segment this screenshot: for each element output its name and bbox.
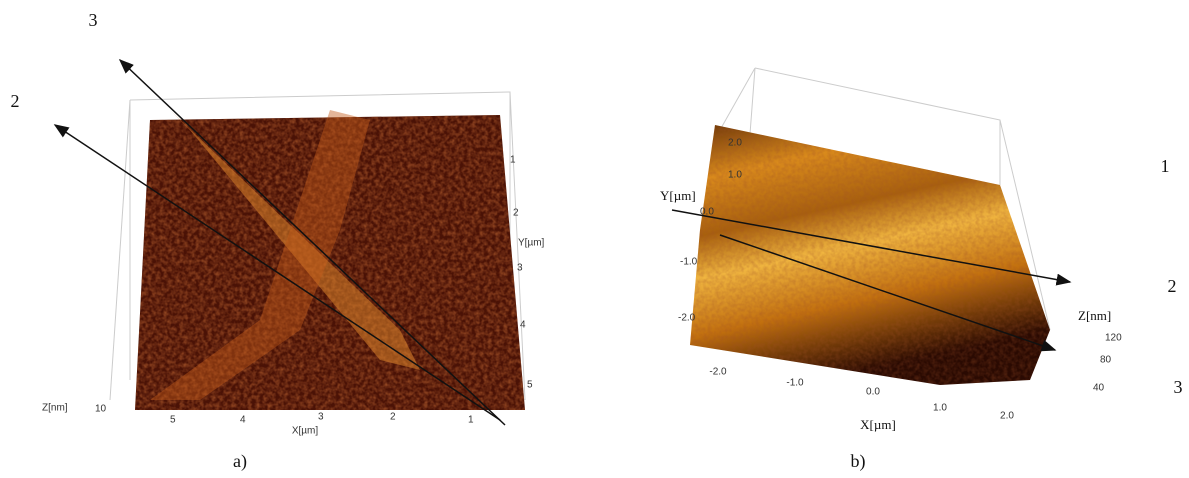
marker-label: 3 [89, 10, 98, 30]
tick-label: 2.0 [1000, 411, 1014, 422]
tick-label: -2.0 [678, 313, 696, 324]
tick-label: 80 [1100, 355, 1112, 366]
axis-label: Z[nm] [42, 403, 68, 414]
tick-label: 2 [513, 208, 519, 219]
tick-label: -2.0 [709, 367, 727, 378]
tick-label: -1.0 [786, 378, 804, 389]
marker-label: 1 [1161, 156, 1170, 176]
surface-texture [690, 125, 1050, 385]
axis-label: X[µm] [292, 426, 319, 437]
marker-label: 3 [1174, 377, 1183, 397]
tick-label: 2 [390, 412, 396, 423]
tick-label: 0.0 [866, 387, 880, 398]
tick-label: 3 [517, 263, 523, 274]
axis-label: Z[nm] [1078, 308, 1111, 323]
tick-label: 2.0 [728, 138, 742, 149]
tick-label: -1.0 [680, 257, 698, 268]
tick-label: 120 [1105, 333, 1122, 344]
tick-label: 1.0 [933, 403, 947, 414]
figure: 3 2 Z[nm] 10 X[µm] 5 4 3 2 1 Y[µm] 1 2 3… [0, 0, 1189, 478]
axis-label: Y[µm] [518, 238, 545, 249]
tick-label: 40 [1093, 383, 1105, 394]
tick-label: 1.0 [728, 170, 742, 181]
tick-label: 4 [240, 415, 246, 426]
caption: a) [233, 451, 247, 472]
axis-label: Y[µm] [660, 188, 696, 203]
panel-b: Y[µm] 2.0 1.0 0.0 -1.0 -2.0 -2.0 -1.0 0.… [660, 68, 1183, 472]
tick-label: 1 [468, 415, 474, 426]
axis-label: X[µm] [860, 417, 896, 432]
tick-label: 3 [318, 412, 324, 423]
tick-label: 5 [170, 415, 176, 426]
tick-label: 1 [510, 155, 516, 166]
marker-label: 2 [1168, 276, 1177, 296]
panel-a: 3 2 Z[nm] 10 X[µm] 5 4 3 2 1 Y[µm] 1 2 3… [11, 10, 545, 472]
tick-label: 4 [520, 320, 526, 331]
caption: b) [851, 451, 866, 472]
tick-label: 0.0 [700, 207, 714, 218]
tick-label: 10 [95, 404, 107, 415]
marker-label: 2 [11, 91, 20, 111]
tick-label: 5 [527, 380, 533, 391]
